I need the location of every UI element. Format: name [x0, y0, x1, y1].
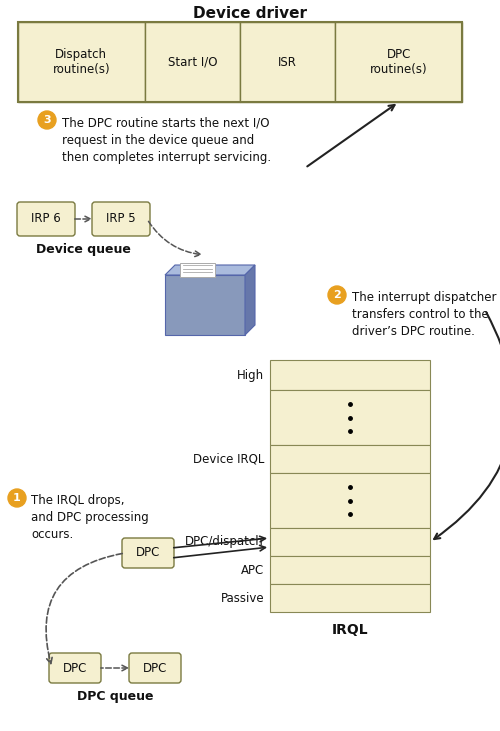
Text: Device queue: Device queue: [36, 243, 131, 256]
Text: 2: 2: [333, 290, 341, 300]
FancyBboxPatch shape: [270, 584, 430, 612]
Text: DPC: DPC: [63, 662, 87, 675]
Text: The interrupt dispatcher
transfers control to the
driver’s DPC routine.: The interrupt dispatcher transfers contr…: [352, 291, 496, 338]
Polygon shape: [180, 263, 215, 277]
Circle shape: [328, 286, 346, 304]
Circle shape: [38, 111, 56, 129]
FancyBboxPatch shape: [270, 473, 430, 528]
Text: High: High: [237, 368, 264, 382]
Text: The DPC routine starts the next I/O
request in the device queue and
then complet: The DPC routine starts the next I/O requ…: [62, 117, 271, 164]
Text: DPC: DPC: [143, 662, 167, 675]
Text: Device driver: Device driver: [193, 7, 307, 21]
Text: Dispatch
routine(s): Dispatch routine(s): [52, 48, 110, 76]
Text: DPC queue: DPC queue: [77, 690, 153, 703]
FancyBboxPatch shape: [144, 22, 240, 102]
FancyBboxPatch shape: [270, 360, 430, 390]
FancyBboxPatch shape: [240, 22, 336, 102]
FancyBboxPatch shape: [49, 653, 101, 683]
Text: ISR: ISR: [278, 56, 297, 69]
FancyBboxPatch shape: [129, 653, 181, 683]
Text: Device IRQL: Device IRQL: [192, 452, 264, 466]
Text: IRP 6: IRP 6: [31, 213, 61, 225]
FancyBboxPatch shape: [17, 202, 75, 236]
Polygon shape: [245, 265, 255, 335]
Text: APC: APC: [241, 564, 264, 577]
Polygon shape: [165, 265, 255, 275]
Text: IRP 5: IRP 5: [106, 213, 136, 225]
Text: IRQL: IRQL: [332, 623, 368, 637]
FancyBboxPatch shape: [336, 22, 462, 102]
Text: DPC/dispatch: DPC/dispatch: [185, 536, 264, 548]
FancyBboxPatch shape: [270, 390, 430, 445]
Text: Passive: Passive: [220, 591, 264, 605]
FancyBboxPatch shape: [270, 445, 430, 473]
Text: DPC: DPC: [136, 547, 160, 559]
FancyBboxPatch shape: [270, 528, 430, 556]
Text: DPC
routine(s): DPC routine(s): [370, 48, 428, 76]
Text: The IRQL drops,
and DPC processing
occurs.: The IRQL drops, and DPC processing occur…: [31, 494, 149, 541]
FancyBboxPatch shape: [18, 22, 144, 102]
FancyBboxPatch shape: [92, 202, 150, 236]
Text: Start I/O: Start I/O: [168, 56, 217, 69]
FancyBboxPatch shape: [270, 556, 430, 584]
Circle shape: [8, 489, 26, 507]
FancyBboxPatch shape: [122, 538, 174, 568]
Text: 3: 3: [43, 115, 51, 125]
Text: 1: 1: [13, 493, 21, 503]
Polygon shape: [165, 275, 245, 335]
